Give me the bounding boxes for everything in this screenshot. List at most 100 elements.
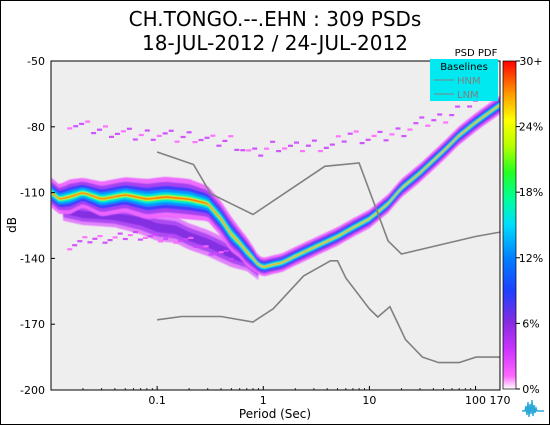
high-outlier-marks-mark xyxy=(85,120,91,123)
x-axis-label: Period (Sec) xyxy=(239,407,311,421)
high-outlier-marks-mark xyxy=(359,142,365,145)
high-outlier-marks-mark xyxy=(282,147,288,150)
high-outlier-marks-mark xyxy=(317,150,323,153)
high-outlier-marks-mark xyxy=(192,141,198,144)
high-outlier-marks-mark xyxy=(120,130,126,133)
low-streak-marks-mark xyxy=(132,231,138,234)
low-streak-marks-mark xyxy=(87,241,93,244)
x-tick-label: 10 xyxy=(362,394,376,407)
x-axis: 0.1 1 10 100 170 xyxy=(82,386,511,407)
high-outlier-marks-mark xyxy=(132,138,138,141)
high-outlier-marks-mark xyxy=(300,150,305,153)
low-streak-marks xyxy=(67,231,234,260)
high-outlier-marks-mark xyxy=(276,150,282,153)
low-streak-marks-mark xyxy=(92,237,98,240)
low-streak-marks-mark xyxy=(173,241,179,244)
high-outlier-marks xyxy=(67,97,478,157)
low-streak-marks-mark xyxy=(188,236,194,239)
low-streak-marks-mark xyxy=(112,236,118,239)
low-streak-marks-mark xyxy=(102,241,108,244)
high-outlier-marks-mark xyxy=(443,121,449,124)
high-outlier-marks-mark xyxy=(168,129,174,132)
colorbar-title: PSD PDF xyxy=(455,48,498,59)
high-outlier-marks-mark xyxy=(216,144,222,147)
colorbar-tick-label: 18% xyxy=(519,186,543,199)
chart-subtitle: 18-JUL-2012 / 24-JUL-2012 xyxy=(142,31,408,55)
y-tick-label: -140 xyxy=(20,252,45,265)
high-outlier-marks-mark xyxy=(425,124,431,127)
high-outlier-marks-mark xyxy=(198,138,204,142)
high-outlier-marks-mark xyxy=(91,132,97,135)
high-outlier-marks-mark xyxy=(144,129,150,132)
low-streak-marks-mark xyxy=(203,245,209,248)
colorbar xyxy=(502,60,517,390)
low-streak-marks-mark xyxy=(97,235,103,238)
high-outlier-marks-mark xyxy=(449,114,455,117)
colorbar-tick-label: 30+ xyxy=(519,55,542,68)
high-outlier-marks-mark xyxy=(311,139,317,142)
high-outlier-marks-mark xyxy=(109,135,114,138)
low-streak-marks-mark xyxy=(153,233,159,236)
colorbar-tick-label: 24% xyxy=(519,121,543,134)
high-outlier-marks-mark xyxy=(395,127,401,130)
secondary-band xyxy=(63,199,259,280)
low-streak-marks-mark xyxy=(82,236,88,239)
low-streak-marks-mark xyxy=(67,248,73,251)
y-tick-label: -110 xyxy=(20,187,45,200)
high-outlier-marks-mark xyxy=(222,139,228,142)
high-outlier-marks-mark xyxy=(467,105,473,108)
mode-band xyxy=(51,95,500,277)
high-outlier-marks-mark xyxy=(162,132,168,135)
high-outlier-marks-mark xyxy=(383,139,389,142)
high-outlier-marks-mark xyxy=(258,154,264,157)
high-outlier-marks-mark xyxy=(73,125,79,128)
y-axis-label: dB xyxy=(5,217,19,233)
high-outlier-marks-mark xyxy=(174,140,180,143)
high-outlier-marks-mark xyxy=(288,144,293,147)
high-outlier-marks-mark xyxy=(294,141,299,144)
low-streak-marks-mark xyxy=(208,253,214,256)
high-outlier-marks-mark xyxy=(180,135,186,139)
high-outlier-marks-mark xyxy=(228,135,234,138)
y-tick-label: -80 xyxy=(27,121,45,134)
colorbar-tick-label: 6% xyxy=(522,317,539,330)
low-streak-marks-mark xyxy=(193,245,199,248)
high-outlier-marks-mark xyxy=(97,128,102,131)
high-outlier-marks-mark xyxy=(377,130,383,133)
high-outlier-marks-mark xyxy=(389,133,395,136)
high-outlier-marks-mark xyxy=(437,113,443,116)
high-outlier-marks-mark xyxy=(335,135,341,138)
high-outlier-marks-mark xyxy=(150,138,156,141)
high-outlier-marks-mark xyxy=(353,130,359,133)
y-tick-label: -50 xyxy=(27,55,45,68)
x-tick-label: 100 xyxy=(465,394,486,407)
high-outlier-marks-mark xyxy=(240,149,246,152)
low-streak-marks-mark xyxy=(228,257,234,260)
secondary-band-layer-1 xyxy=(63,203,259,277)
high-outlier-marks-mark xyxy=(341,140,347,143)
y-tick-label: -170 xyxy=(20,318,45,331)
x-tick-label: 0.1 xyxy=(148,394,166,407)
low-streak-marks-mark xyxy=(213,252,219,255)
x-tick-label: 170 xyxy=(490,394,511,407)
baselines xyxy=(156,151,500,364)
pdf-heatmap xyxy=(51,95,500,280)
legend-lnm-label: LNM xyxy=(457,90,479,101)
colorbar-tick-label: 12% xyxy=(519,252,543,265)
high-outlier-marks-mark xyxy=(431,119,437,122)
legend-hnm-label: HNM xyxy=(457,76,481,87)
high-outlier-marks-mark xyxy=(371,134,377,137)
high-outlier-marks-mark xyxy=(455,105,461,108)
high-outlier-marks-mark xyxy=(401,135,407,138)
secondary-band-layer-2 xyxy=(63,206,259,273)
y-axis: -50 -80 -110 -140 -170 -200 xyxy=(20,55,55,397)
high-outlier-marks-mark xyxy=(210,134,216,137)
low-streak-marks-mark xyxy=(158,240,164,243)
high-outlier-marks-mark xyxy=(329,143,335,146)
y-tick-label: -200 xyxy=(20,384,45,397)
low-streak-marks-mark xyxy=(77,240,83,243)
low-streak-marks-mark xyxy=(183,238,189,241)
high-outlier-marks-mark xyxy=(264,147,270,150)
high-outlier-marks-mark xyxy=(103,125,108,128)
